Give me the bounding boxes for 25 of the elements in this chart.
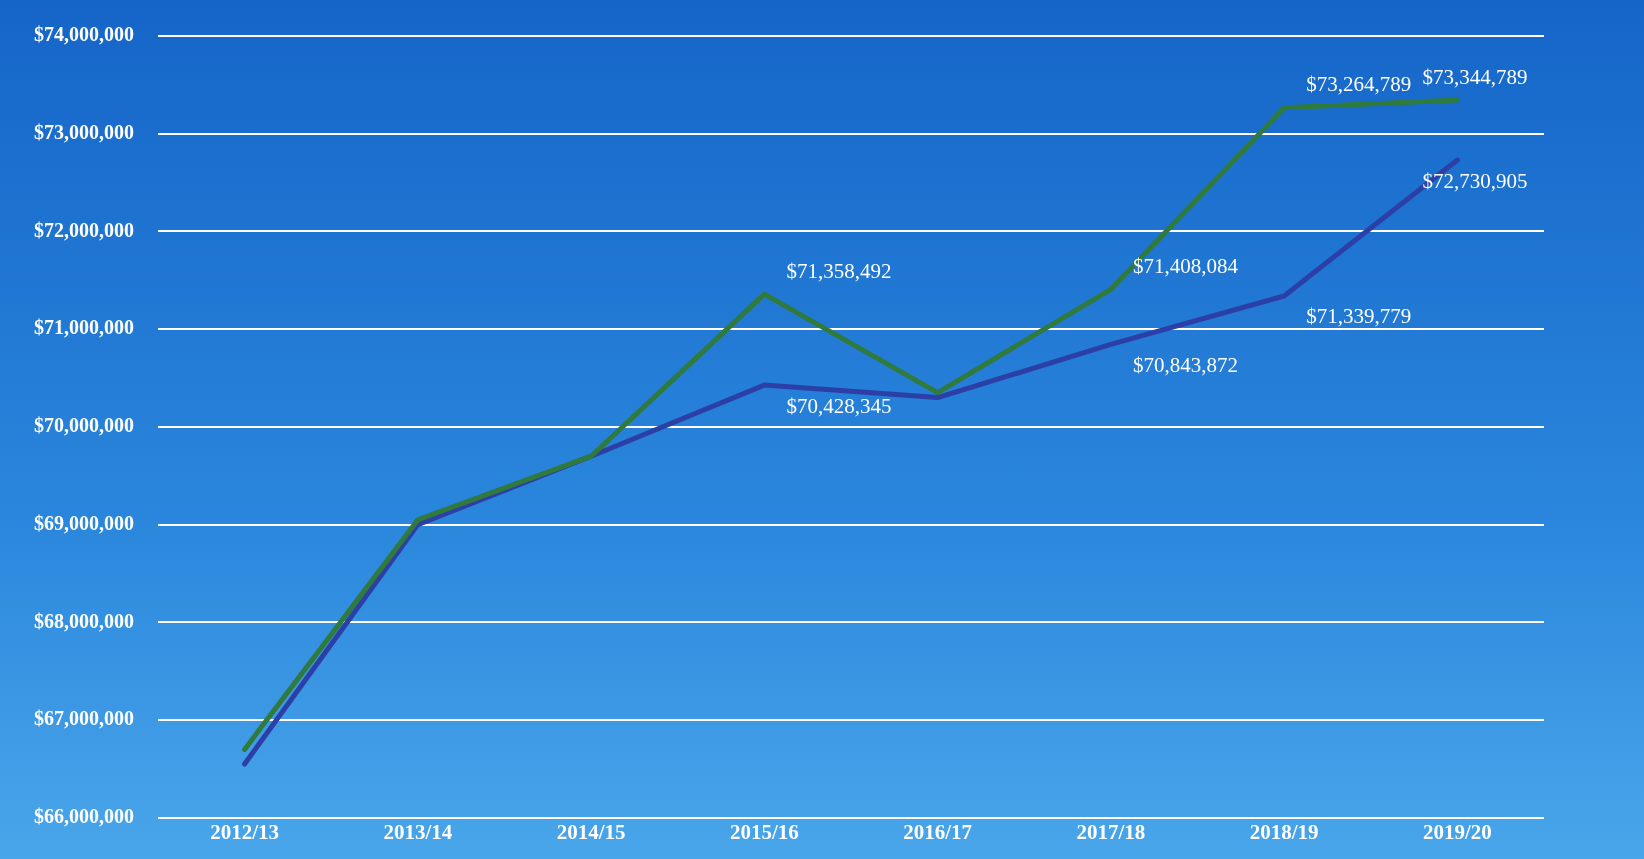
x-tick-label: 2019/20 <box>1422 819 1492 844</box>
x-tick-label: 2014/15 <box>556 819 626 844</box>
x-tick-label: 2018/19 <box>1249 819 1319 844</box>
y-tick-label: $72,000,000 <box>34 218 134 241</box>
data-label: $71,408,084 <box>1132 253 1239 278</box>
data-label: $71,358,492 <box>786 258 892 283</box>
y-tick-label: $67,000,000 <box>34 707 134 730</box>
data-label: $70,843,872 <box>1132 352 1238 377</box>
x-tick-label: 2016/17 <box>903 819 973 844</box>
y-tick-label: $71,000,000 <box>34 316 134 339</box>
y-tick-label: $69,000,000 <box>34 511 134 534</box>
y-tick-label: $70,000,000 <box>34 414 134 437</box>
data-label: $73,264,789 <box>1306 72 1412 97</box>
data-label: $70,428,345 <box>786 393 892 418</box>
x-tick-label: 2017/18 <box>1076 819 1146 844</box>
y-tick-label: $74,000,000 <box>34 23 134 46</box>
y-tick-label: $68,000,000 <box>34 609 134 632</box>
x-tick-label: 2015/16 <box>729 819 799 844</box>
data-label: $72,730,905 <box>1422 168 1528 193</box>
data-label: $73,344,789 <box>1422 64 1528 89</box>
data-label: $71,339,779 <box>1306 304 1412 329</box>
x-tick-label: 2013/14 <box>383 819 453 844</box>
y-tick-label: $73,000,000 <box>34 120 134 143</box>
x-tick-label: 2012/13 <box>210 819 280 844</box>
y-tick-label: $66,000,000 <box>34 804 134 827</box>
